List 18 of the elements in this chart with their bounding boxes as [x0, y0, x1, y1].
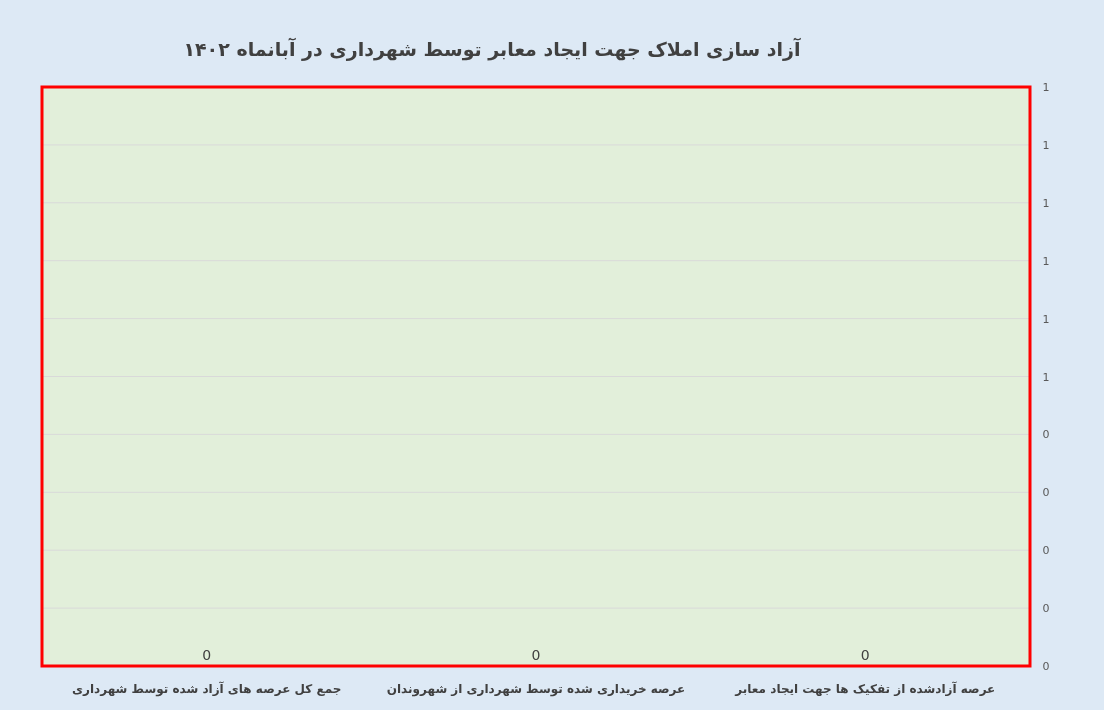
y-tick-label: 1 [1042, 254, 1050, 268]
chart-title: آزاد سازی املاک جهت ایجاد معابر توسط شهرداری در آبانماه ۱۴۰۲ [183, 37, 802, 61]
x-tick-label: جمع کل عرصه های آزاد شده توسط شهرداری [71, 681, 342, 697]
y-tick-label: 1 [1042, 370, 1050, 384]
y-tick-label: 0 [1042, 486, 1050, 500]
data-label: 0 [860, 647, 870, 663]
y-tick-label: 1 [1042, 138, 1050, 152]
y-tick-label: 1 [1042, 312, 1050, 326]
data-label: 0 [531, 647, 541, 663]
x-tick-label: عرصه آزادشده از تفکیک ها جهت ایجاد معابر [734, 681, 996, 696]
y-tick-label: 1 [1042, 81, 1050, 94]
y-tick-label: 0 [1042, 602, 1050, 616]
y-tick-label: 1 [1042, 196, 1050, 210]
data-label: 0 [202, 647, 212, 663]
y-tick-label: 0 [1042, 428, 1050, 442]
y-tick-label: 0 [1042, 544, 1050, 558]
y-tick-label: 0 [1042, 660, 1050, 673]
x-tick-label: عرصه خریداری شده توسط شهرداری از شهروندان [386, 682, 686, 697]
